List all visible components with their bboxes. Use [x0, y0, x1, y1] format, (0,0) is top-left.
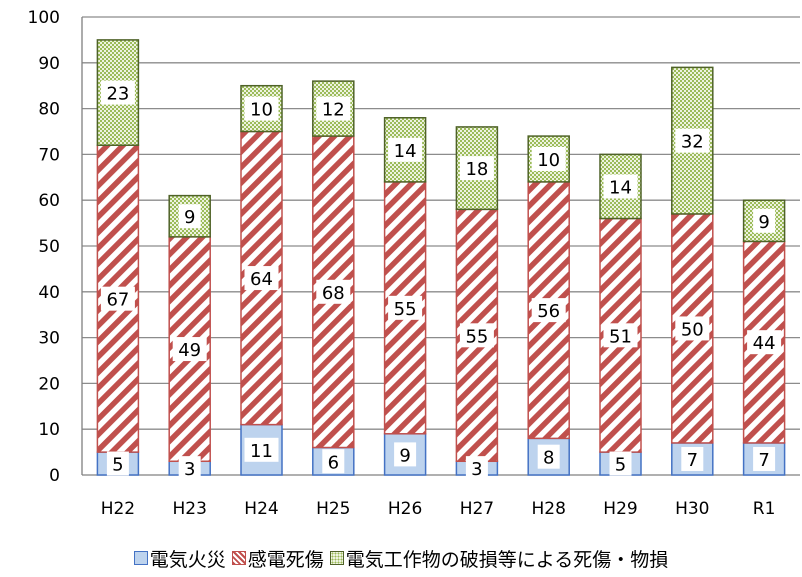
data-label-bg [388, 295, 423, 320]
data-label-bg [753, 208, 776, 233]
data-label: 9 [399, 445, 410, 466]
data-label: 7 [758, 450, 769, 471]
axes: 0 10 20 30 40 50 60 70 80 90 100 H22 H23 H24 H25 H26 H27… [28, 8, 776, 519]
data-label-bg [172, 337, 207, 362]
data-label: 50 [681, 319, 704, 340]
data-label: 5 [615, 455, 626, 476]
legend-swatch-electric-shock [231, 551, 246, 565]
data-label-bg [465, 456, 488, 481]
x-tick-label: H27 [460, 499, 494, 519]
data-label-bg [394, 442, 417, 467]
data-label: 49 [178, 340, 201, 361]
legend-label-electric-fire: 電気火災 [149, 548, 226, 571]
data-label: 11 [250, 441, 273, 462]
y-tick-label: 0 [49, 466, 60, 486]
data-label: 14 [609, 177, 632, 198]
data-label-bg [316, 279, 351, 304]
data-label-bg [753, 446, 776, 471]
data-label-bg [609, 451, 632, 476]
data-label-bg [244, 96, 279, 121]
data-label-bg [537, 444, 560, 469]
data-label: 10 [537, 150, 560, 171]
data-label-bg [747, 330, 782, 355]
data-label: 3 [471, 459, 482, 480]
data-label-bg [459, 323, 494, 348]
data-label-bg [603, 174, 638, 199]
data-label-bg [100, 80, 135, 105]
data-label: 44 [753, 333, 776, 354]
data-label: 64 [250, 269, 273, 290]
data-label-bg [178, 204, 201, 229]
x-tick-label: H29 [603, 499, 637, 519]
data-label-bg [459, 156, 494, 181]
data-label: 5 [112, 455, 123, 476]
legend-item-electric-fire: 電気火災 [133, 545, 226, 572]
data-label: 10 [250, 100, 273, 121]
legend-label-equipment-damage: 電気工作物の破損等による死傷・物損 [345, 548, 669, 571]
data-label: 56 [537, 301, 560, 322]
data-label: 9 [184, 207, 195, 228]
legend: 電気火災 感電死傷 電気工作物の破損等による死傷・物損 [0, 543, 802, 573]
x-tick-label: H23 [172, 499, 206, 519]
x-tick-label: H26 [388, 499, 422, 519]
data-label: 32 [681, 132, 704, 153]
legend-item-electric-shock: 感電死傷 [231, 545, 324, 572]
x-tick-label: R1 [753, 499, 776, 519]
data-label-bg [244, 437, 279, 462]
data-label-bg [675, 128, 710, 153]
y-tick-label: 20 [38, 374, 60, 394]
data-label: 23 [106, 84, 129, 105]
y-tick-label: 90 [38, 54, 60, 74]
data-label-bg [178, 456, 201, 481]
y-tick-label: 30 [38, 329, 60, 349]
legend-swatch-equipment-damage [329, 551, 344, 565]
data-label-bg [244, 266, 279, 291]
data-label-bg [531, 146, 566, 171]
data-label-bg [100, 286, 135, 311]
data-label-bg [531, 298, 566, 323]
data-label: 67 [106, 290, 129, 311]
data-label-bg [681, 446, 704, 471]
data-label: 55 [465, 326, 488, 347]
y-tick-label: 10 [38, 420, 60, 440]
data-label: 8 [543, 448, 554, 469]
y-tick-label: 60 [38, 191, 60, 211]
data-label-bg [322, 449, 345, 474]
x-tick-label: H28 [531, 499, 565, 519]
data-label: 7 [687, 450, 698, 471]
data-label: 55 [394, 299, 417, 320]
data-label-bg [316, 96, 351, 121]
chart: 0 10 20 30 40 50 60 70 80 90 100 H22 H23 H24 H25 H26 H27… [28, 8, 800, 519]
bars [96, 39, 786, 476]
data-label: 18 [465, 159, 488, 180]
data-label: 14 [394, 141, 417, 162]
x-tick-label: H22 [101, 499, 135, 519]
data-label-bg [675, 316, 710, 341]
legend-label-electric-shock: 感電死傷 [247, 548, 324, 571]
x-tick-label: H30 [675, 499, 709, 519]
data-label: 51 [609, 326, 632, 347]
y-tick-label: 40 [38, 283, 60, 303]
data-label: 9 [758, 212, 769, 233]
data-label-bg [106, 451, 129, 476]
data-label: 68 [322, 283, 345, 304]
data-label: 3 [184, 459, 195, 480]
y-tick-label: 80 [38, 100, 60, 120]
data-labels: 5 67 23 3 49 9 11 64 10 6 68 12 9 55 14 3 55 18 8 56 10 5 51 14… [100, 80, 782, 481]
legend-item-equipment-damage: 電気工作物の破損等による死傷・物損 [329, 545, 669, 572]
y-tick-label: 70 [38, 145, 60, 165]
data-label-bg [603, 323, 638, 348]
legend-swatch-electric-fire [133, 551, 148, 565]
y-tick-label: 100 [28, 8, 60, 28]
x-tick-label: H25 [316, 499, 350, 519]
data-label: 6 [328, 452, 339, 473]
data-label-bg [388, 137, 423, 162]
y-tick-label: 50 [38, 237, 60, 257]
data-label: 12 [322, 100, 345, 121]
x-tick-label: H24 [244, 499, 278, 519]
